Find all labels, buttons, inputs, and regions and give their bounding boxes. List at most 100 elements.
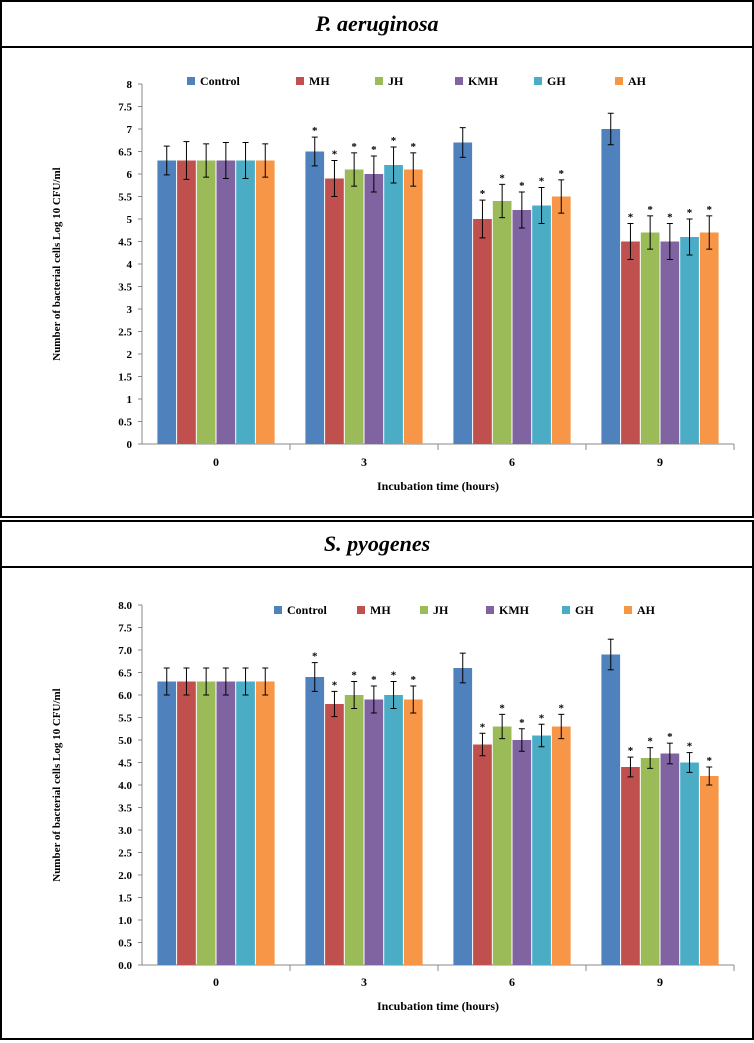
bar-mh-6 <box>473 744 492 965</box>
legend-label-jh: JH <box>433 603 449 617</box>
chart-title-box-1: P. aeruginosa <box>0 0 754 48</box>
significance-marker: * <box>332 149 338 161</box>
y-tick-label: 2.0 <box>118 870 132 882</box>
significance-marker: * <box>647 204 653 216</box>
significance-marker: * <box>391 135 397 147</box>
y-tick-label: 6.5 <box>118 147 132 159</box>
y-axis-label: Number of bacterial cells Log 10 CFU/ml <box>51 688 63 882</box>
y-tick-label: 5.5 <box>118 713 132 725</box>
significance-marker: * <box>647 736 653 748</box>
bar-control-6 <box>453 142 473 444</box>
legend-label-mh: MH <box>370 603 391 617</box>
y-tick-label: 3.5 <box>118 282 132 294</box>
legend-swatch-control <box>274 606 282 614</box>
bar-jh-9 <box>640 758 660 965</box>
significance-marker: * <box>371 674 377 686</box>
y-tick-label: 5 <box>127 214 133 226</box>
bar-control-0 <box>157 681 177 965</box>
legend-swatch-ah <box>615 77 623 85</box>
bar-ah-6 <box>551 726 571 965</box>
chart-title-1: P. aeruginosa <box>315 11 439 36</box>
legend-label-control: Control <box>200 74 240 88</box>
bar-kmh-3 <box>364 174 384 444</box>
significance-marker: * <box>687 207 693 219</box>
significance-marker: * <box>371 144 377 156</box>
x-category-label: 3 <box>361 455 367 469</box>
bar-ah-0 <box>255 681 275 965</box>
bar-control-3 <box>305 677 325 965</box>
bar-mh-9 <box>621 767 640 965</box>
significance-marker: * <box>499 702 505 714</box>
significance-marker: * <box>480 188 486 200</box>
x-axis-label: Incubation time (hours) <box>377 479 499 493</box>
y-tick-label: 6.5 <box>118 668 132 680</box>
bar-mh-0 <box>177 160 196 444</box>
significance-marker: * <box>411 674 417 686</box>
legend-swatch-mh <box>296 77 304 85</box>
legend-label-control: Control <box>287 603 327 617</box>
y-axis-label: Number of bacterial cells Log 10 CFU/ml <box>51 167 63 361</box>
y-tick-label: 1.0 <box>118 915 132 927</box>
legend-swatch-kmh <box>455 77 463 85</box>
y-tick-label: 6 <box>127 169 133 181</box>
bar-jh-6 <box>492 201 512 444</box>
x-category-label: 9 <box>657 455 663 469</box>
bar-gh-9 <box>680 762 699 965</box>
bar-kmh-6 <box>512 210 532 444</box>
bar-mh-3 <box>325 704 344 965</box>
significance-marker: * <box>411 141 417 153</box>
bar-control-9 <box>601 654 621 965</box>
bar-jh-0 <box>196 681 216 965</box>
bar-kmh-9 <box>660 241 680 444</box>
legend-swatch-ah <box>624 606 632 614</box>
bar-gh-0 <box>236 160 255 444</box>
y-tick-label: 7 <box>127 124 133 136</box>
bar-chart-p-aeruginosa: 0 0.5 1 1.5 2 2.5 3 3.5 4 4.5 5 5.5 6 6.5 7 7.5 8 0 3 6 9 * * *… <box>51 74 735 493</box>
y-tick-label: 0.5 <box>118 417 132 429</box>
y-tick-label: 4.5 <box>118 758 132 770</box>
bar-kmh-6 <box>512 740 532 965</box>
y-tick-label: 2.5 <box>118 848 132 860</box>
bar-jh-6 <box>492 726 512 965</box>
bar-ah-0 <box>255 160 275 444</box>
y-tick-label: 5.0 <box>118 735 132 747</box>
bar-control-9 <box>601 129 621 444</box>
significance-marker: * <box>687 741 693 753</box>
significance-marker: * <box>519 180 525 192</box>
significance-marker: * <box>351 141 357 153</box>
legend-label-gh: GH <box>547 74 566 88</box>
bar-ah-3 <box>403 699 423 965</box>
x-axis-label: Incubation time (hours) <box>377 999 499 1013</box>
y-tick-label: 3.0 <box>118 825 132 837</box>
legend-swatch-mh <box>357 606 365 614</box>
bar-kmh-3 <box>364 699 384 965</box>
significance-marker: * <box>628 212 634 224</box>
bar-gh-6 <box>532 735 551 965</box>
y-tick-label: 5.5 <box>118 192 132 204</box>
legend-label-mh: MH <box>309 74 330 88</box>
significance-marker: * <box>539 176 545 188</box>
legend-swatch-jh <box>420 606 428 614</box>
bar-gh-3 <box>384 695 403 965</box>
y-tick-label: 2 <box>127 349 133 361</box>
bar-ah-9 <box>699 232 719 444</box>
legend-swatch-jh <box>375 77 383 85</box>
y-tick-label: 4 <box>127 259 133 271</box>
significance-marker: * <box>539 712 545 724</box>
y-tick-label: 8 <box>127 79 133 91</box>
legend-label-ah: AH <box>628 74 647 88</box>
legend-label-kmh: KMH <box>468 74 499 88</box>
significance-marker: * <box>667 731 673 743</box>
x-category-label: 6 <box>509 455 515 469</box>
legend-swatch-control <box>187 77 195 85</box>
bar-mh-0 <box>177 681 196 965</box>
y-tick-label: 0 <box>127 439 133 451</box>
y-tick-label: 7.5 <box>118 102 132 114</box>
bar-control-3 <box>305 151 325 444</box>
y-tick-label: 3.5 <box>118 803 132 815</box>
significance-marker: * <box>480 721 486 733</box>
x-category-label: 3 <box>361 975 367 989</box>
bar-kmh-0 <box>216 681 236 965</box>
significance-marker: * <box>332 679 338 691</box>
legend-swatch-gh <box>534 77 542 85</box>
